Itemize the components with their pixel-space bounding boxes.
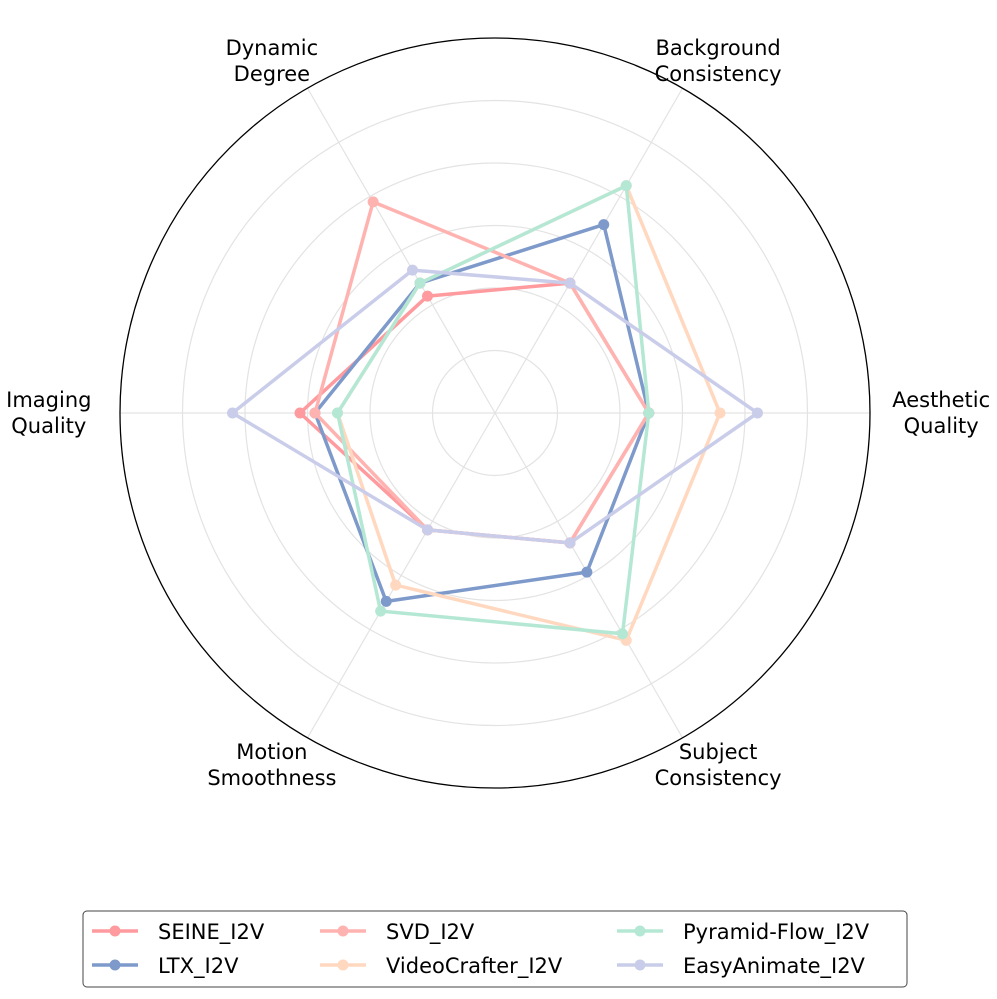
legend-label: EasyAnimate_I2V bbox=[683, 954, 866, 979]
data-point bbox=[422, 524, 433, 536]
axis-label: Aesthetic Quality bbox=[892, 388, 990, 438]
axis-labels: Aesthetic Quality Background Consistency Dyn… bbox=[6, 36, 990, 790]
data-point bbox=[294, 407, 306, 419]
data-point bbox=[617, 628, 628, 640]
data-point bbox=[390, 579, 402, 591]
data-point bbox=[620, 180, 632, 192]
grid-spoke bbox=[494, 87, 684, 414]
legend-item: SVD_I2V bbox=[320, 920, 475, 945]
legend-item: EasyAnimate_I2V bbox=[617, 954, 866, 979]
data-point bbox=[309, 407, 321, 419]
legend-label: Pyramid-Flow_I2V bbox=[683, 920, 870, 945]
legend-item: VideoCrafter_I2V bbox=[320, 954, 563, 979]
legend-marker bbox=[109, 925, 121, 937]
axis-label: Dynamic Degree bbox=[226, 36, 319, 86]
radar-grid bbox=[119, 37, 871, 789]
data-point bbox=[422, 290, 433, 302]
outer-frame bbox=[119, 37, 871, 789]
legend-item: SEINE_I2V bbox=[92, 920, 265, 945]
legend-marker bbox=[109, 959, 121, 971]
data-point bbox=[375, 605, 387, 617]
axis-label: Background Consistency bbox=[655, 36, 782, 86]
legend-label: VideoCrafter_I2V bbox=[386, 954, 563, 979]
legend: SEINE_I2V LTX_I2V SVD_I2V VideoCrafter_I2V P… bbox=[82, 910, 908, 988]
data-point bbox=[564, 277, 576, 289]
legend-label: SVD_I2V bbox=[386, 920, 475, 945]
series-EasyAnimate_I2V bbox=[227, 264, 763, 549]
legend-item: LTX_I2V bbox=[92, 954, 239, 979]
data-point bbox=[367, 196, 379, 208]
data-point bbox=[380, 595, 392, 607]
legend-frame bbox=[82, 910, 908, 988]
data-point bbox=[581, 566, 593, 578]
data-point bbox=[643, 407, 655, 419]
data-point bbox=[752, 407, 763, 419]
grid-spoke bbox=[306, 87, 496, 414]
legend-label: SEINE_I2V bbox=[158, 920, 265, 945]
legend-label: LTX_I2V bbox=[158, 954, 239, 979]
grid-spoke bbox=[306, 412, 496, 739]
legend-item: Pyramid-Flow_I2V bbox=[617, 920, 870, 945]
axis-label: Imaging Quality bbox=[6, 388, 91, 438]
radar-series bbox=[227, 180, 763, 646]
data-point bbox=[564, 537, 576, 549]
legend-marker bbox=[337, 925, 349, 937]
axis-label: Subject Consistency bbox=[655, 740, 782, 790]
data-point bbox=[598, 219, 610, 231]
legend-marker bbox=[634, 959, 646, 971]
data-point bbox=[332, 407, 343, 419]
data-point bbox=[407, 264, 418, 276]
data-point bbox=[227, 407, 238, 419]
legend-marker bbox=[634, 925, 646, 937]
data-point bbox=[714, 407, 726, 419]
axis-label: Motion Smoothness bbox=[207, 740, 336, 790]
data-point bbox=[414, 277, 426, 289]
legend-marker bbox=[337, 959, 349, 971]
series-Pyramid-Flow_I2V bbox=[332, 180, 655, 640]
